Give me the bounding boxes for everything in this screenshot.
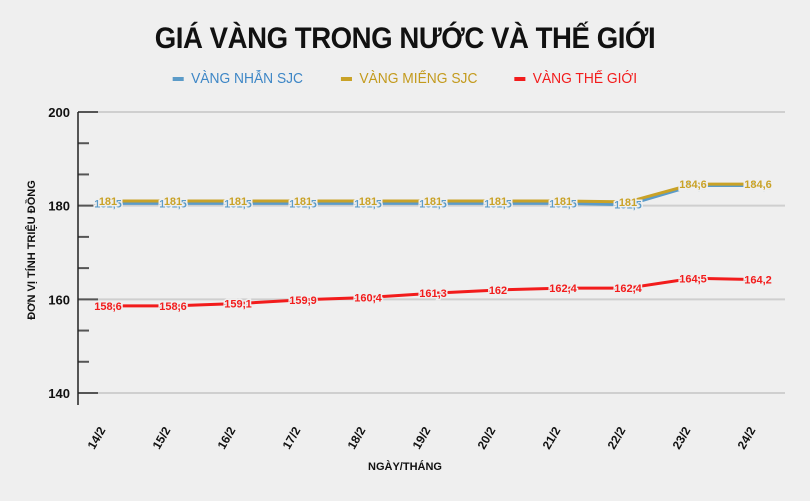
data-label: 181 — [619, 197, 637, 209]
data-label: 181 — [164, 196, 182, 208]
legend-item-vang-nhan[interactable]: VÀNG NHẪN SJC — [172, 70, 304, 87]
legend-label: VÀNG THẾ GIỚI — [533, 70, 638, 87]
x-tick-label: 22/2 — [605, 424, 629, 452]
x-tick-label: 18/2 — [345, 424, 369, 452]
data-label: 164,5 — [679, 273, 707, 285]
y-tick-label: 140 — [48, 386, 70, 401]
data-label: 158,6 — [159, 301, 187, 313]
legend-swatch-icon — [340, 76, 352, 81]
data-label: 184,6 — [679, 179, 707, 191]
x-tick-label: 17/2 — [280, 424, 304, 452]
data-label: 181,5 — [484, 198, 512, 210]
x-tick-label: 24/2 — [735, 424, 759, 452]
data-label: 181,5 — [224, 198, 252, 210]
data-label: 164,2 — [744, 275, 772, 287]
data-label: 181,5 — [94, 198, 122, 210]
legend: VÀNG NHẪN SJC VÀNG MIẾNG SJC VÀNG THẾ GI… — [0, 70, 810, 87]
data-label: 184,6 — [679, 181, 707, 193]
y-tick-label: 200 — [48, 105, 70, 120]
data-label: 181 — [489, 196, 507, 208]
x-tick-label: 14/2 — [85, 424, 109, 452]
data-label: 184,6 — [744, 181, 772, 193]
data-label: 161,3 — [419, 288, 447, 300]
data-label: 181 — [294, 196, 312, 208]
series-line — [108, 276, 759, 308]
data-label: 162,4 — [614, 283, 642, 295]
data-label: 181 — [99, 196, 117, 208]
data-label: 181,5 — [419, 198, 447, 210]
data-label: 181 — [229, 196, 247, 208]
data-label: 181 — [424, 196, 442, 208]
data-label: 162 — [489, 285, 507, 297]
data-label: 181,5 — [289, 198, 317, 210]
data-label: 181 — [359, 196, 377, 208]
data-label: 159,9 — [289, 295, 317, 307]
legend-item-vang-the-gioi[interactable]: VÀNG THẾ GIỚI — [514, 70, 638, 87]
series-line — [108, 182, 758, 204]
data-label: 158,6 — [94, 301, 122, 313]
legend-item-vang-mieng[interactable]: VÀNG MIẾNG SJC — [340, 70, 478, 87]
legend-label: VÀNG NHẪN SJC — [191, 70, 304, 87]
y-tick-label: 160 — [48, 292, 70, 307]
legend-label: VÀNG MIẾNG SJC — [359, 70, 478, 87]
data-label: 181 — [554, 196, 572, 208]
data-label: 184,6 — [744, 179, 772, 191]
x-tick-label: 20/2 — [475, 424, 499, 452]
x-tick-label: 21/2 — [540, 424, 564, 452]
series-line — [108, 184, 758, 207]
x-tick-label: 16/2 — [215, 424, 239, 452]
chart-title: GIÁ VÀNG TRONG NƯỚC VÀ THẾ GIỚI — [154, 22, 656, 55]
x-tick-label: 23/2 — [670, 424, 694, 452]
data-label: 162,4 — [549, 283, 577, 295]
y-tick-label: 180 — [48, 199, 70, 214]
y-axis-title: ĐƠN VỊ TÍNH TRIỆU ĐỒNG — [26, 180, 38, 320]
x-tick-label: 19/2 — [410, 424, 434, 452]
data-label: 181,5 — [354, 198, 382, 210]
data-label: 160,4 — [354, 292, 382, 304]
data-label: 181,5 — [549, 198, 577, 210]
legend-swatch-icon — [514, 76, 526, 81]
x-axis-title: NGÀY/THÁNG — [368, 461, 442, 473]
data-label: 159,1 — [224, 299, 252, 311]
x-tick-label: 15/2 — [150, 424, 174, 452]
data-label: 181,5 — [614, 200, 642, 212]
legend-swatch-icon — [172, 76, 184, 81]
data-label: 181,5 — [159, 198, 187, 210]
